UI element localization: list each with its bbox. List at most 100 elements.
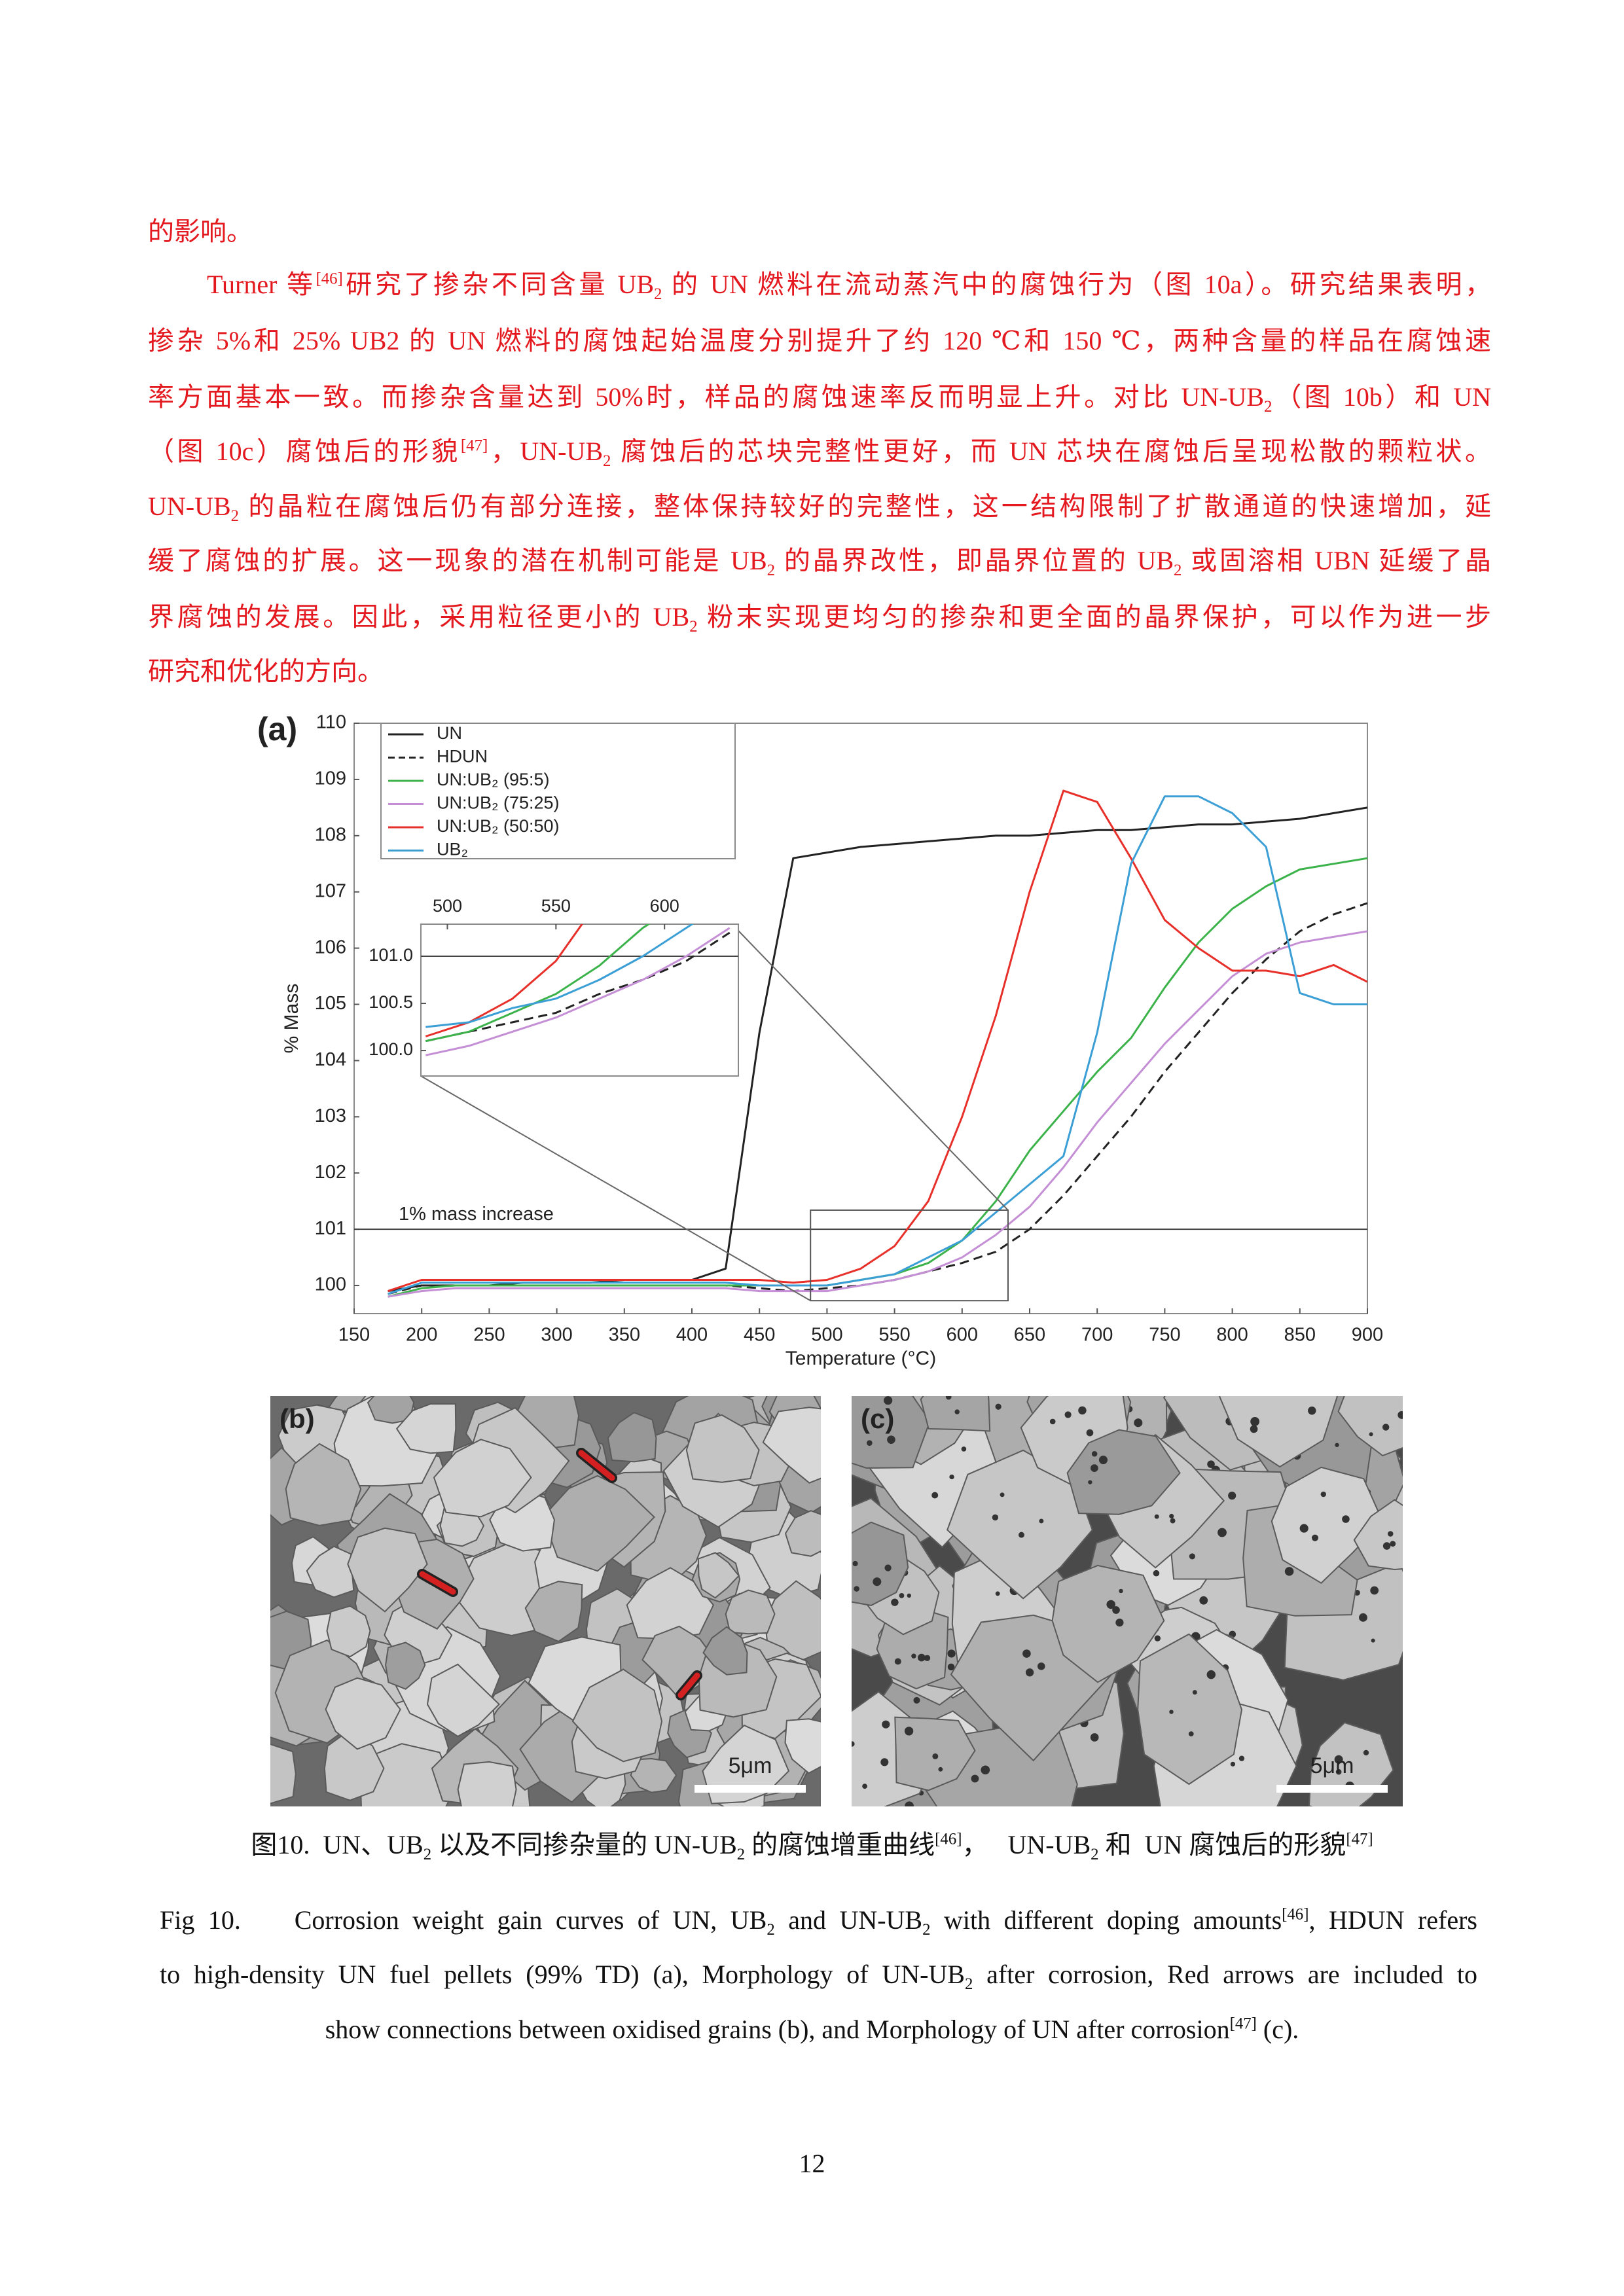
superscript: [46] xyxy=(935,1830,962,1848)
series-group xyxy=(388,789,1367,1298)
x-axis-label: Temperature (°C) xyxy=(785,1348,936,1369)
pore xyxy=(884,1564,892,1571)
pore xyxy=(1390,1541,1396,1547)
grain xyxy=(1051,1564,1165,1683)
text-run: （图 10b）和 UN xyxy=(1272,382,1492,412)
pore xyxy=(1192,1690,1197,1695)
subscript: 2 xyxy=(654,285,662,303)
x-tick-label: 250 xyxy=(473,1325,505,1346)
text-run: 的晶界改性，即晶界位置的 UB xyxy=(775,546,1174,575)
pore xyxy=(1218,1528,1227,1537)
pore xyxy=(1049,1418,1056,1425)
pore xyxy=(894,1658,901,1665)
subscript: 2 xyxy=(1091,1846,1099,1863)
pore xyxy=(899,1593,905,1598)
pore xyxy=(1039,1518,1044,1524)
superscript: [47] xyxy=(1346,1830,1373,1848)
pore xyxy=(924,1655,931,1661)
pore xyxy=(1086,1429,1094,1437)
pore xyxy=(1405,1534,1410,1539)
pore xyxy=(1371,1638,1375,1643)
pore xyxy=(1019,1532,1024,1538)
pore xyxy=(1249,1360,1253,1364)
grain xyxy=(1219,1396,1338,1468)
text-run: Turner 等 xyxy=(207,270,316,299)
caption-en: show connections between oxidised grains… xyxy=(0,2011,1624,2048)
superscript: [46] xyxy=(1282,1905,1309,1924)
pore xyxy=(1154,1635,1161,1641)
subscript: 2 xyxy=(767,1921,775,1939)
legend-box xyxy=(380,723,736,859)
grain xyxy=(270,1743,297,1804)
series-line xyxy=(388,930,1367,1298)
pore xyxy=(1335,1443,1339,1447)
plot-area xyxy=(420,924,739,1077)
series-line xyxy=(425,924,651,1043)
y-tick-label: 101 xyxy=(315,1218,346,1239)
grain xyxy=(426,1663,500,1738)
text-line: 界腐蚀的发展。因此，采用粒径更小的 UB2 粉末实现更均匀的掺杂和更全面的晶界保… xyxy=(148,599,1491,636)
grain xyxy=(762,1407,821,1484)
pore xyxy=(1250,1425,1258,1433)
text-run: 研究了掺杂不同含量 UB xyxy=(342,270,655,299)
subscript: 2 xyxy=(736,1846,746,1863)
pore xyxy=(1207,1460,1215,1468)
pore xyxy=(873,1577,882,1587)
pore xyxy=(1409,1522,1416,1529)
pore xyxy=(1299,1524,1308,1533)
grain xyxy=(920,1396,991,1432)
grain xyxy=(306,1545,355,1598)
pore xyxy=(954,1409,960,1414)
pore xyxy=(882,1720,890,1729)
y-tick-label: 100.5 xyxy=(369,992,413,1012)
subscript: 2 xyxy=(767,562,776,579)
pore xyxy=(1246,1362,1251,1367)
pore xyxy=(1154,1514,1159,1519)
pore xyxy=(1206,1670,1216,1679)
pore xyxy=(1189,1553,1195,1560)
x-tick-label: 500 xyxy=(433,896,462,916)
subscript: 2 xyxy=(1264,398,1272,416)
x-tick-label: 300 xyxy=(541,1325,572,1346)
text-run: 的影响。 xyxy=(148,217,253,246)
pore xyxy=(1228,1492,1236,1500)
pore xyxy=(998,1818,1005,1825)
grain xyxy=(433,1439,532,1518)
subscript: 2 xyxy=(603,452,611,470)
pore xyxy=(1398,1411,1403,1419)
grain xyxy=(457,1761,517,1806)
caption-en: Fig 10. Corrosion weight gain curves of … xyxy=(160,1902,1477,1939)
scale-label: 5μm xyxy=(1310,1753,1354,1778)
pore xyxy=(887,1435,895,1444)
pore xyxy=(1334,1755,1343,1764)
pore xyxy=(1403,1541,1408,1545)
text-run: 界腐蚀的发展。因此，采用粒径更小的 UB xyxy=(148,602,690,632)
pore xyxy=(1119,1588,1123,1594)
x-tick-label: 150 xyxy=(338,1325,370,1346)
pore xyxy=(1112,1606,1120,1614)
scale-bar xyxy=(1276,1785,1388,1793)
pore xyxy=(947,1649,956,1658)
pore xyxy=(947,1663,955,1671)
grain xyxy=(607,1412,657,1463)
y-tick-label: 108 xyxy=(315,824,346,845)
pore xyxy=(913,1696,920,1704)
subscript: 2 xyxy=(689,618,698,636)
text-run: 缓了腐蚀的扩展。这一现象的潜在机制可能是 UB xyxy=(148,546,767,575)
text-run: 图10. UN、UB xyxy=(251,1830,424,1859)
pore xyxy=(905,1729,912,1736)
legend-label: UN:UB₂ (75:25) xyxy=(437,793,560,813)
x-tick-label: 850 xyxy=(1284,1325,1316,1346)
micrograph xyxy=(270,1396,821,1806)
pore xyxy=(1405,1560,1413,1568)
x-tick-label: 700 xyxy=(1081,1325,1113,1346)
legend-label: UN xyxy=(437,723,462,743)
grain xyxy=(571,1668,663,1763)
pore xyxy=(1238,1755,1245,1761)
legend-label: UB₂ xyxy=(437,840,468,859)
grain xyxy=(784,1510,821,1557)
y-tick-label: 107 xyxy=(315,880,346,901)
pore xyxy=(1169,1710,1174,1714)
grain xyxy=(685,1414,760,1483)
